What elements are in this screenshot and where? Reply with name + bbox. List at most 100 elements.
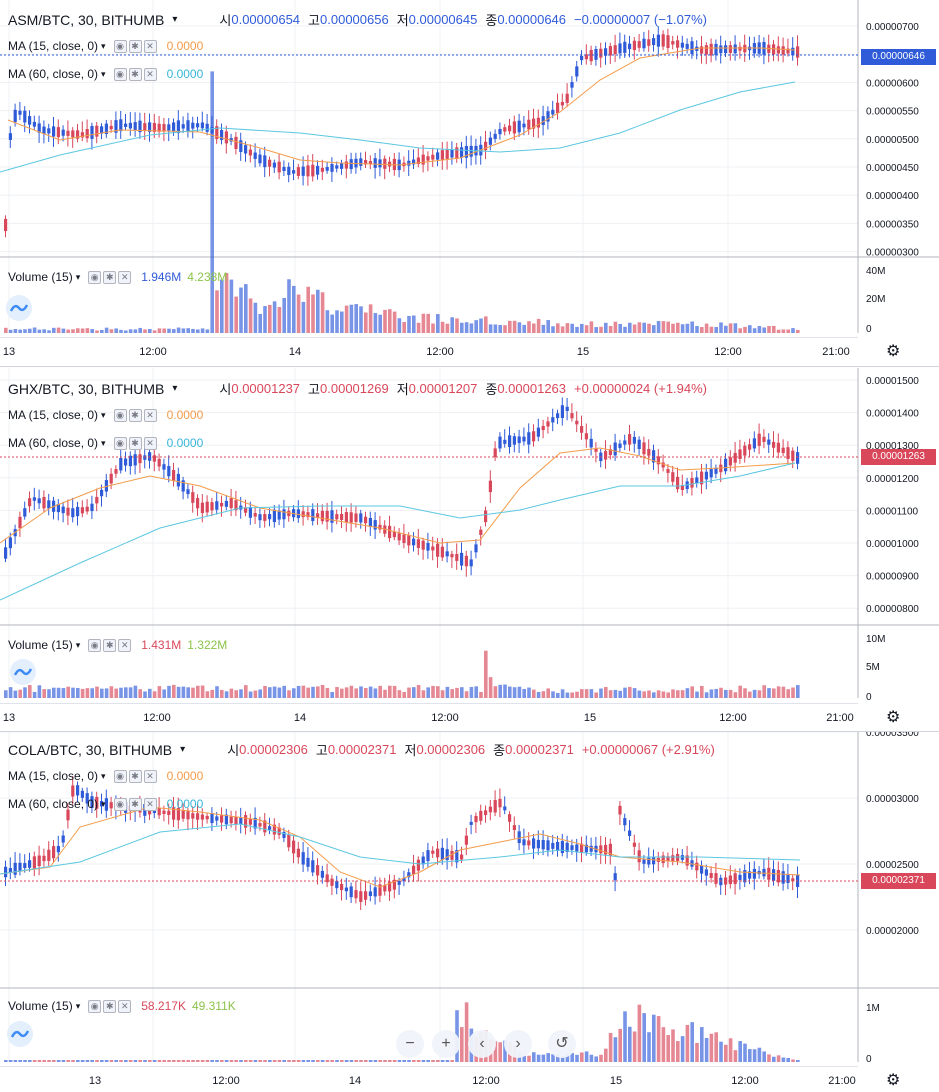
eye-icon[interactable]: ◉	[88, 638, 102, 652]
candle-body	[450, 149, 454, 158]
chevron-down-icon[interactable]: ▾	[75, 639, 81, 650]
eye-icon[interactable]: ◉	[88, 270, 102, 284]
chevron-down-icon[interactable]: ▾	[75, 271, 81, 282]
reset-chart-button[interactable]: ↺	[548, 1030, 576, 1058]
ma60-indicator[interactable]: MA (60, close, 0) ▾ ◉ ✱ ✕ 0.0000	[8, 67, 203, 81]
volume-bar	[666, 1035, 670, 1062]
close-icon[interactable]: ✕	[143, 408, 157, 422]
candle-body	[541, 840, 545, 850]
volume-indicator[interactable]: Volume (15) ▾ ◉ ✱ ✕ 1.946M 4.238M	[8, 270, 227, 284]
time-axis[interactable]: 13 12:00 14 12:00 15 12:00 21:00	[0, 703, 858, 731]
volume-bar	[200, 685, 205, 698]
volume-indicator[interactable]: Volume (15) ▾ ◉ ✱ ✕ 58.217K 49.311K	[8, 999, 236, 1013]
ma15-indicator[interactable]: MA (15, close, 0) ▾ ◉ ✱ ✕ 0.0000	[8, 769, 203, 783]
volume-bar	[522, 1055, 526, 1062]
chevron-down-icon[interactable]: ▾	[180, 744, 186, 755]
ma60-indicator[interactable]: MA (60, close, 0) ▾ ◉ ✱ ✕ 0.0000	[8, 436, 203, 450]
volume-indicator[interactable]: Volume (15) ▾ ◉ ✱ ✕ 1.431M 1.322M	[8, 638, 227, 652]
price-chart-asm[interactable]: 0.000007000.000006500.000006000.00000550…	[0, 0, 939, 365]
close-icon[interactable]: ✕	[143, 39, 157, 53]
cog-icon[interactable]: ✱	[128, 408, 142, 422]
close-icon[interactable]: ✕	[143, 67, 157, 81]
cog-icon[interactable]: ✱	[128, 769, 142, 783]
candle-body	[661, 855, 665, 864]
close-icon[interactable]: ✕	[118, 270, 132, 284]
close-icon[interactable]: ✕	[143, 436, 157, 450]
gear-icon[interactable]: ⚙	[886, 1072, 901, 1089]
cog-icon[interactable]: ✱	[103, 999, 117, 1013]
volume-bar	[181, 328, 186, 333]
symbol-name[interactable]: COLA/BTC, 30, BITHUMB	[8, 741, 173, 758]
eye-icon[interactable]: ◉	[113, 769, 127, 783]
eye-icon[interactable]: ◉	[113, 39, 127, 53]
tradingview-logo-icon[interactable]	[6, 295, 32, 321]
cog-icon[interactable]: ✱	[128, 797, 142, 811]
ma15-indicator[interactable]: MA (15, close, 0) ▾ ◉ ✱ ✕ 0.0000	[8, 39, 203, 53]
cog-icon[interactable]: ✱	[103, 638, 117, 652]
candle-body	[282, 166, 286, 171]
gear-icon[interactable]: ⚙	[886, 343, 901, 360]
volume-bar	[392, 1060, 397, 1062]
tradingview-logo-icon[interactable]	[10, 659, 36, 685]
volume-bar	[685, 688, 690, 698]
eye-icon[interactable]: ◉	[113, 67, 127, 81]
chevron-down-icon[interactable]: ▾	[101, 68, 106, 79]
close-icon[interactable]: ✕	[143, 797, 157, 811]
volume-bar	[52, 687, 56, 698]
eye-icon[interactable]: ◉	[113, 408, 127, 422]
eye-icon[interactable]: ◉	[113, 797, 127, 811]
chevron-down-icon[interactable]: ▾	[101, 437, 106, 448]
chevron-down-icon[interactable]: ▾	[101, 409, 106, 420]
volume-bar	[340, 688, 344, 698]
volume-bar	[656, 690, 661, 698]
gear-icon[interactable]: ⚙	[886, 709, 901, 726]
price-tick-label: 0.00001100	[866, 506, 919, 517]
chevron-down-icon[interactable]: ▾	[172, 383, 178, 394]
volume-bar	[277, 687, 282, 698]
chevron-down-icon[interactable]: ▾	[101, 770, 106, 781]
scroll-left-button[interactable]: ‹	[468, 1030, 496, 1058]
candle-body	[378, 159, 382, 168]
candle-body	[244, 507, 248, 513]
volume-bar	[623, 687, 627, 698]
symbol-name[interactable]: GHX/BTC, 30, BITHUMB	[8, 380, 165, 397]
volume-tick-label: 5M	[866, 662, 880, 673]
chevron-down-icon[interactable]: ▾	[172, 14, 178, 25]
chevron-down-icon[interactable]: ▾	[75, 1000, 81, 1011]
price-chart-ghx[interactable]: 0.00001500 0.00001400 0.00001300 0.00001200…	[0, 368, 939, 730]
close-icon[interactable]: ✕	[118, 999, 132, 1013]
tradingview-logo-icon[interactable]	[7, 1021, 33, 1047]
scroll-right-button[interactable]: ›	[504, 1030, 532, 1058]
volume-bar	[796, 1060, 800, 1062]
candle-body	[85, 129, 89, 139]
close-label: 종	[485, 13, 498, 28]
volume-bar	[752, 689, 757, 698]
candle-body	[220, 815, 224, 823]
candle-body	[301, 511, 305, 518]
cog-icon[interactable]: ✱	[128, 67, 142, 81]
price-tick-label: 0.00000450	[866, 163, 919, 174]
chevron-down-icon[interactable]: ▾	[101, 40, 106, 51]
symbol-name[interactable]: ASM/BTC, 30, BITHUMB	[8, 11, 165, 28]
zoom-in-button[interactable]: +	[432, 1030, 460, 1058]
zoom-out-button[interactable]: −	[396, 1030, 424, 1058]
chevron-down-icon[interactable]: ▾	[101, 798, 106, 809]
candle-body	[186, 489, 190, 495]
cog-icon[interactable]: ✱	[128, 436, 142, 450]
ma60-indicator[interactable]: MA (60, close, 0) ▾ ◉ ✱ ✕ 0.0000	[8, 797, 203, 811]
candle-body	[752, 438, 756, 449]
ma15-indicator[interactable]: MA (15, close, 0) ▾ ◉ ✱ ✕ 0.0000	[8, 408, 203, 422]
time-axis[interactable]: 13 12:00 14 12:00 15 12:00 21:00	[0, 1066, 858, 1092]
cog-icon[interactable]: ✱	[128, 39, 142, 53]
time-axis[interactable]: 13 12:00 14 12:00 15 12:00 21:00	[0, 337, 858, 365]
eye-icon[interactable]: ◉	[88, 999, 102, 1013]
volume-bar	[431, 323, 435, 333]
volume-bar	[536, 1054, 541, 1062]
close-icon[interactable]: ✕	[143, 769, 157, 783]
candle-body	[474, 544, 478, 553]
cog-icon[interactable]: ✱	[103, 270, 117, 284]
volume-bar	[613, 689, 618, 698]
candle-body	[464, 146, 468, 158]
close-icon[interactable]: ✕	[118, 638, 132, 652]
eye-icon[interactable]: ◉	[113, 436, 127, 450]
